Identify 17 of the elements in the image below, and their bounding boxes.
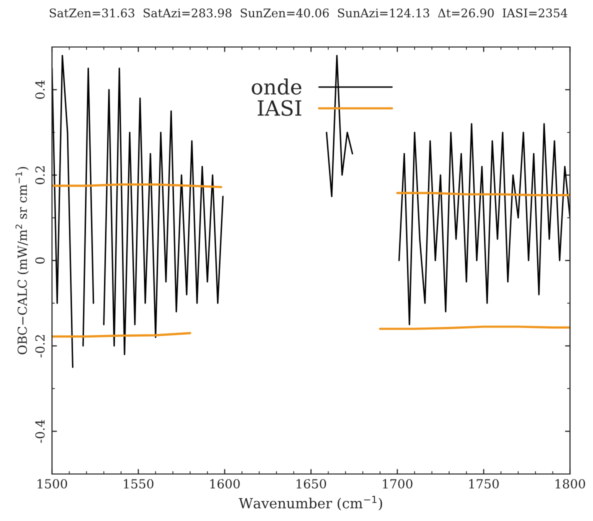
x-tick-label: 1750 <box>469 479 499 489</box>
x-tick-label: 1700 <box>382 479 412 489</box>
legend-label: IASI <box>258 100 302 116</box>
chart-title: SatZen=31.63 SatAzi=283.98 SunZen=40.06 SunAzi=124.13 Δt=26.90 IASI=2354 <box>50 8 568 18</box>
y-tick-label: -0.2 <box>35 335 45 358</box>
y-tick-label: 0.4 <box>35 80 45 99</box>
y-tick-label: 0 <box>35 257 45 264</box>
y-tick-label: -0.4 <box>35 420 45 443</box>
x-tick-label: 1550 <box>124 479 154 489</box>
legend-label: onde <box>252 78 302 95</box>
x-axis-title: Wavenumber (cm$^{−1}$) <box>238 496 382 510</box>
x-tick-label: 1800 <box>556 479 586 489</box>
x-tick-label: 1650 <box>296 479 326 489</box>
y-tick-label: 0.2 <box>35 166 45 184</box>
x-tick-label: 1500 <box>38 479 68 489</box>
x-tick-label: 1600 <box>210 479 240 489</box>
y-axis-title: OBC−CALC (mW/m$^{2}$ sr cm$^{−1}$) <box>16 166 29 354</box>
